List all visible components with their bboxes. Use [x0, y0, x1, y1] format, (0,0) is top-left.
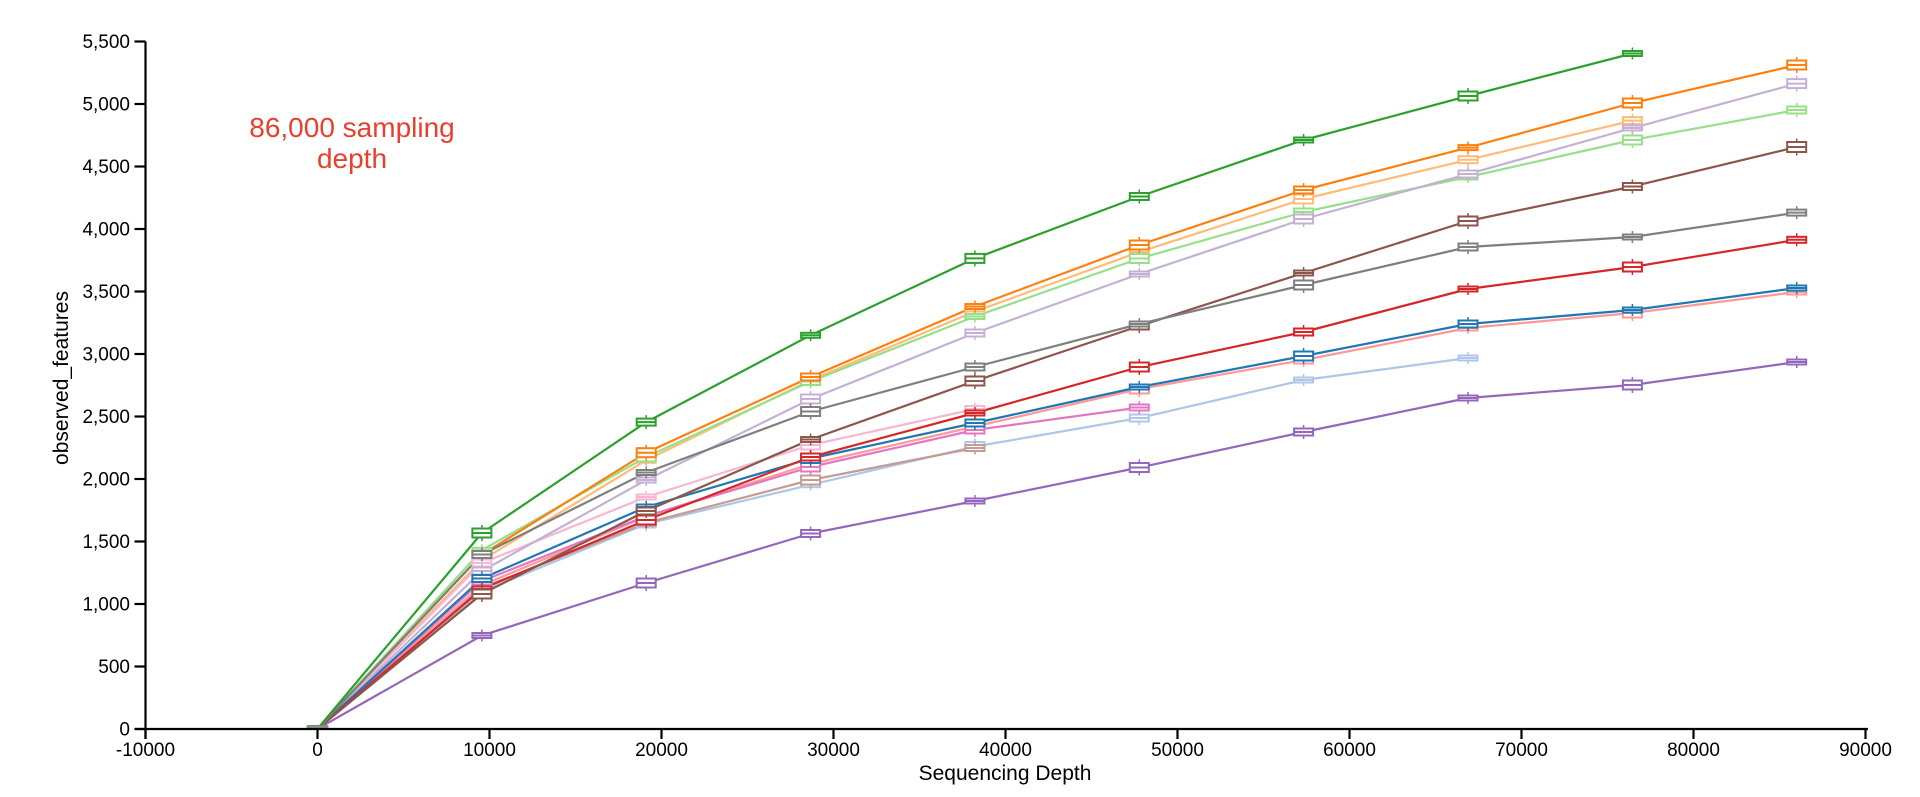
svg-text:depth: depth [317, 143, 387, 174]
svg-text:20000: 20000 [635, 740, 688, 761]
svg-text:40000: 40000 [979, 740, 1032, 761]
svg-text:2,500: 2,500 [82, 407, 130, 428]
svg-text:1,000: 1,000 [82, 595, 130, 616]
svg-text:30000: 30000 [807, 740, 860, 761]
svg-text:0: 0 [312, 740, 323, 761]
svg-text:5,000: 5,000 [82, 95, 130, 116]
svg-text:60000: 60000 [1323, 740, 1376, 761]
svg-text:50000: 50000 [1151, 740, 1204, 761]
svg-text:Sequencing Depth: Sequencing Depth [919, 762, 1092, 785]
svg-text:90000: 90000 [1839, 740, 1892, 761]
svg-text:4,500: 4,500 [82, 157, 130, 178]
svg-text:70000: 70000 [1495, 740, 1548, 761]
svg-text:2,000: 2,000 [82, 470, 130, 491]
svg-text:-10000: -10000 [116, 740, 175, 761]
svg-text:4,000: 4,000 [82, 220, 130, 241]
svg-text:500: 500 [98, 657, 130, 678]
svg-text:86,000 sampling: 86,000 sampling [249, 112, 454, 143]
svg-text:10000: 10000 [463, 740, 516, 761]
svg-text:0: 0 [119, 720, 130, 741]
svg-text:3,500: 3,500 [82, 282, 130, 303]
svg-text:80000: 80000 [1667, 740, 1720, 761]
svg-text:observed_features: observed_features [50, 291, 73, 465]
svg-text:5,500: 5,500 [82, 32, 130, 53]
svg-text:3,000: 3,000 [82, 345, 130, 366]
svg-text:1,500: 1,500 [82, 532, 130, 553]
